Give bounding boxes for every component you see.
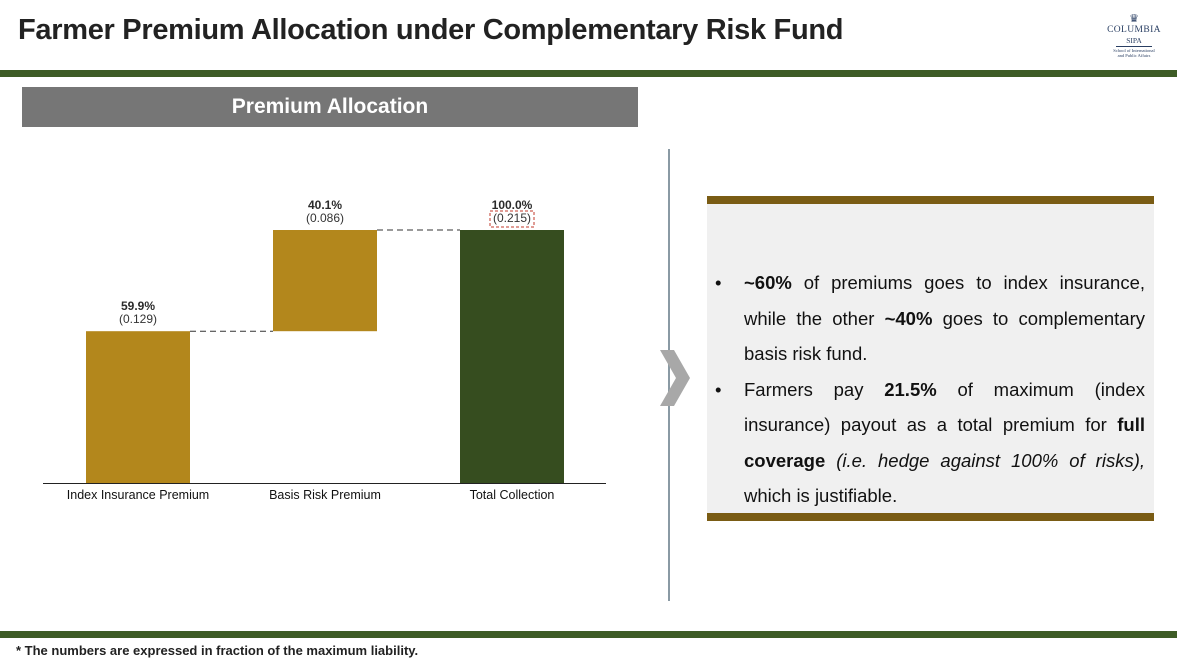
bullet-list: • ~60% of premiums goes to index insuranc… — [715, 265, 1145, 514]
category-tick-label: Index Insurance Premium — [67, 488, 209, 502]
bullet-text-segment: (i.e. hedge against 100% of risks), — [836, 449, 1145, 471]
bullet-marker: • — [715, 272, 722, 293]
chevron-right-icon — [660, 350, 690, 406]
bullet-text-segment: of premiums goes to index insurance, whi… — [744, 272, 1145, 329]
bullet-text-segment: full coverage — [744, 414, 1145, 471]
columbia-sipa-logo: ♛ COLUMBIA SIPA School of International … — [1104, 14, 1164, 58]
waterfall-bar — [273, 230, 377, 332]
crown-icon: ♛ — [1129, 13, 1139, 25]
chart-panel-header: Premium Allocation — [22, 87, 638, 127]
bullet-item: • ~60% of premiums goes to index insuranc… — [715, 265, 1145, 372]
waterfall-bar — [460, 230, 564, 483]
insights-card: • ~60% of premiums goes to index insuranc… — [707, 196, 1154, 521]
logo-line-3: School of International — [1113, 48, 1155, 53]
bullet-text-segment: ~40% — [884, 307, 933, 329]
logo-line-2: SIPA — [1116, 36, 1152, 47]
category-tick-label: Basis Risk Premium — [269, 488, 381, 502]
bar-value-label: (0.129) — [119, 312, 157, 326]
bullet-text-segment: Farmers pay — [744, 378, 885, 400]
footer-divider-bar — [0, 631, 1177, 638]
bar-percent-label: 40.1% — [308, 198, 342, 212]
waterfall-chart: 59.9%(0.129) Index Insurance Premium 40.1%… — [43, 198, 606, 502]
bullet-text-segment: goes to complementary basis risk fund. — [744, 307, 1145, 365]
total-highlight-box — [489, 210, 535, 228]
bullet-item: • Farmers pay 21.5% of maximum (index ins… — [715, 372, 1145, 514]
bullet-text-segment: which is justifiable. — [744, 485, 898, 506]
page-title: Farmer Premium Allocation under Compleme… — [18, 14, 844, 46]
category-tick-label: Total Collection — [470, 488, 555, 502]
bullet-text-segment: 21.5% — [884, 378, 937, 400]
header-divider-bar — [0, 70, 1177, 77]
waterfall-bar — [86, 331, 190, 483]
bar-percent-label: 59.9% — [121, 299, 155, 313]
bar-value-label: (0.086) — [306, 211, 344, 225]
bar-value-label: (0.215) — [493, 211, 531, 225]
bullet-text-segment: ~60% — [744, 272, 792, 293]
bullet-text-segment — [825, 450, 836, 471]
logo-line-4: and Public Affairs — [1117, 52, 1151, 58]
bar-percent-label: 100.0% — [492, 198, 533, 212]
logo-line-1: COLUMBIA — [1107, 25, 1161, 35]
vertical-divider — [668, 149, 670, 601]
footnote: * The numbers are expressed in fraction … — [16, 643, 419, 658]
bullet-text-segment: of maximum (index insurance) payout as a… — [744, 378, 1146, 436]
bullet-marker: • — [715, 378, 722, 400]
